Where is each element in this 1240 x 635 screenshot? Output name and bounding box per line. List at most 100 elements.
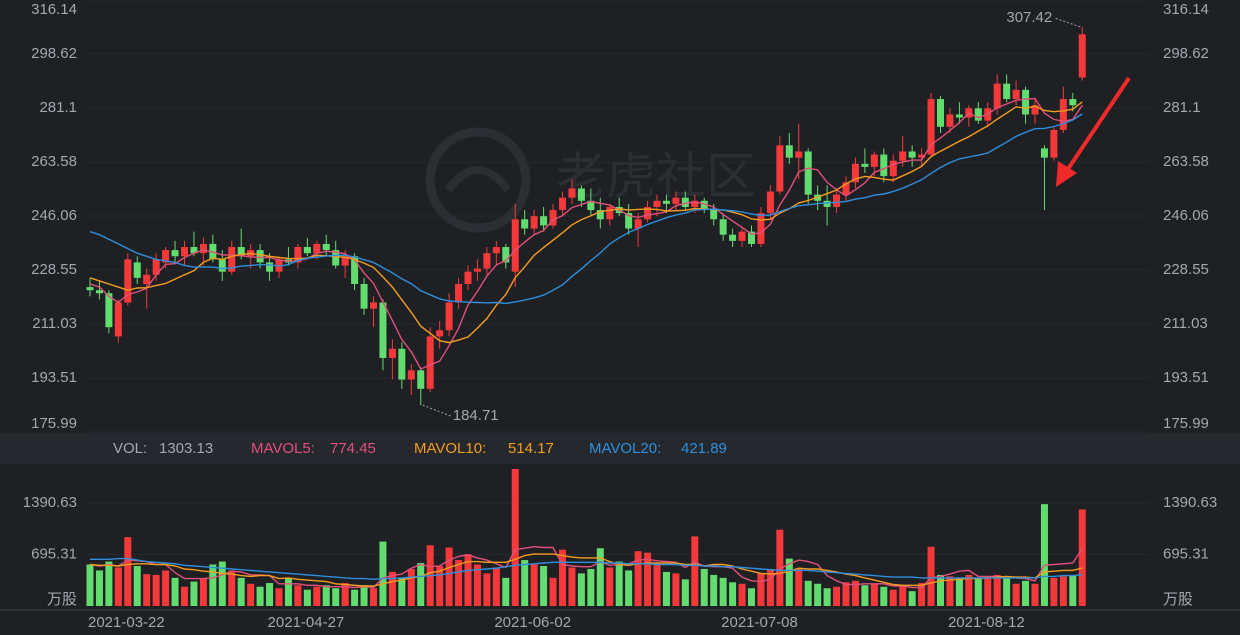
volume-bar (303, 589, 311, 606)
volume-bar (86, 564, 94, 606)
watermark-text: 老虎社区 (556, 148, 756, 206)
candle-body (1012, 89, 1020, 100)
volume-bar (748, 588, 755, 606)
candle-body (152, 259, 160, 275)
volume-bar (776, 529, 784, 606)
volume-bar (483, 573, 491, 606)
volume-bar (691, 536, 699, 606)
candle-body (133, 262, 141, 278)
candle-body (398, 348, 406, 380)
y-tick-label-right: 246.06 (1163, 207, 1209, 224)
volume-bar (351, 589, 359, 606)
volume-bar (833, 586, 841, 606)
volume-bar (388, 571, 396, 606)
candle-body (502, 247, 510, 263)
volume-bar (729, 582, 737, 606)
candle-body (710, 210, 718, 220)
volume-bar (615, 561, 623, 606)
y-tick-label: 316.14 (31, 1, 77, 18)
candle-body (757, 213, 765, 244)
candle-body (681, 197, 689, 207)
volume-bar (644, 552, 652, 606)
candle-body (889, 160, 897, 177)
candle-body (190, 247, 198, 254)
volume-bar (294, 585, 302, 606)
volume-bar (870, 583, 878, 606)
volume-bar (95, 570, 103, 606)
volume-bar (880, 586, 888, 606)
ma-line (89, 97, 1083, 371)
volume-bar (181, 586, 188, 606)
volume-unit: 万股 (47, 591, 77, 608)
candle-body (1059, 99, 1067, 130)
candle-body (218, 259, 226, 272)
candle-body (407, 370, 415, 380)
candle-body (237, 247, 245, 257)
candle-body (256, 250, 264, 263)
volume-bar (1022, 580, 1030, 606)
volume-bar (228, 570, 236, 606)
candle-body (691, 200, 699, 207)
volume-bar (1003, 577, 1011, 606)
volume-value: 1303.13 (159, 440, 213, 457)
y-tick-label: 298.62 (31, 45, 77, 62)
volume-bar (662, 571, 670, 606)
candle-body (351, 256, 359, 285)
candle-body (228, 247, 236, 272)
volume-bar (1059, 576, 1067, 606)
volume-bar (455, 560, 463, 606)
volume-bar (587, 568, 595, 606)
volume-bar (965, 574, 973, 606)
volume-bar (899, 585, 907, 606)
y-tick-label: 246.06 (31, 207, 77, 224)
volume-bar (785, 558, 793, 606)
candle-body (540, 216, 548, 226)
candle-body (445, 302, 453, 331)
volume-bar (946, 576, 954, 606)
candle-body (1022, 89, 1030, 115)
candle-body (360, 284, 368, 309)
candle-body (266, 262, 274, 272)
candle-body (1003, 83, 1011, 100)
y-tick-label: 228.55 (31, 261, 77, 278)
candle-body (549, 210, 557, 226)
y-tick-label-right: 316.14 (1163, 1, 1209, 18)
candle-body (738, 231, 746, 241)
legend-value: 774.45 (330, 440, 376, 457)
volume-bar (1031, 583, 1039, 606)
candle-body (908, 151, 916, 158)
volume-bar (247, 583, 255, 606)
candle-body (937, 99, 944, 127)
y-tick-label-right: 175.99 (1163, 415, 1209, 432)
y-tick-label: 211.03 (32, 315, 77, 332)
candle-body (851, 163, 859, 183)
candle-body (795, 151, 803, 158)
volume-bar (360, 585, 368, 606)
candle-body (974, 108, 982, 121)
volume-bar (218, 561, 226, 606)
volume-bar (955, 577, 963, 606)
volume-bar (918, 583, 926, 606)
volume-bar (653, 563, 661, 606)
volume-bar (407, 568, 415, 606)
x-tick-label: 2021-08-12 (948, 614, 1025, 631)
volume-bar (549, 577, 557, 606)
y-tick-label-right: 228.55 (1163, 261, 1209, 278)
volume-ma-line (90, 557, 1083, 581)
volume-bar (596, 548, 604, 606)
volume-bar (313, 586, 321, 606)
volume-bar (757, 573, 765, 606)
y-tick-label-right: 193.51 (1163, 369, 1209, 386)
candle-body (521, 219, 529, 229)
volume-bar (492, 567, 500, 606)
volume-bar (256, 586, 264, 606)
x-tick-label: 2021-06-02 (494, 614, 571, 631)
volume-bar (984, 576, 992, 606)
volume-bar (143, 574, 151, 606)
volume-bar (606, 567, 614, 606)
volume-bar (284, 577, 292, 606)
candle-body (880, 154, 888, 177)
ma-line (89, 113, 1083, 305)
max-leader (1054, 17, 1081, 28)
